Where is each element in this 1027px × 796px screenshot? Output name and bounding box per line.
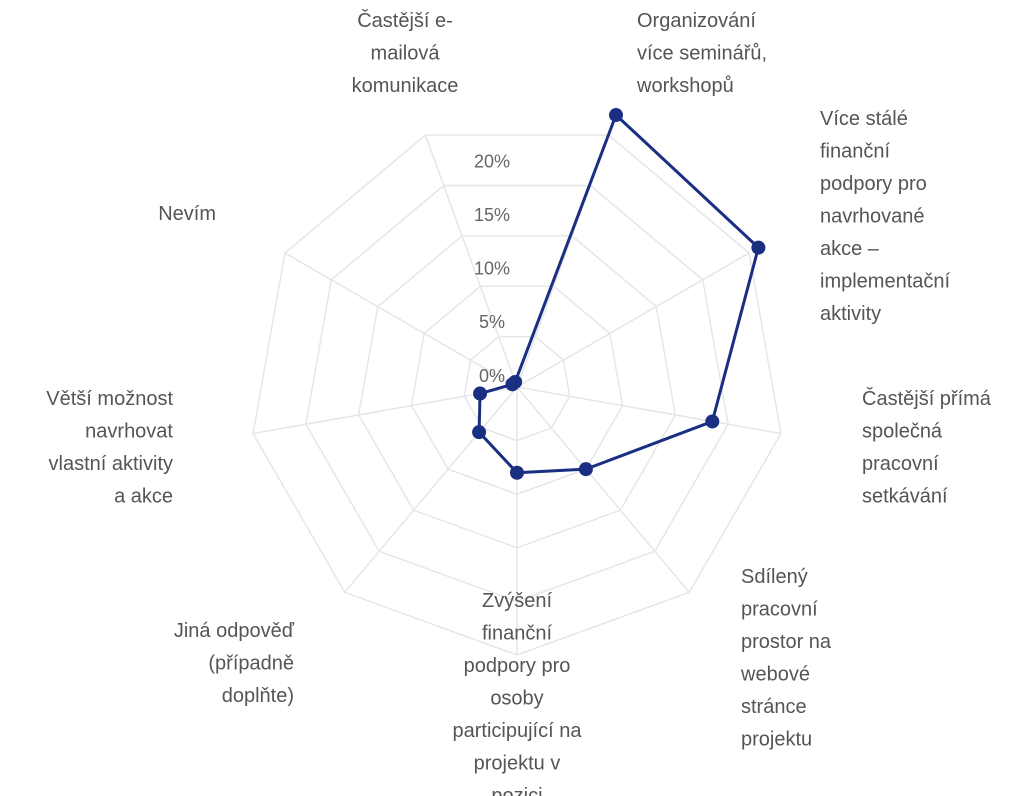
category-label-line: Zvýšení: [482, 590, 552, 612]
category-label-line: Častější e-: [357, 9, 453, 32]
category-label-line: navrhovat: [85, 421, 173, 443]
category-label-line: participující na: [453, 720, 583, 742]
grid-ring: [305, 184, 729, 603]
category-label-line: implementační: [820, 271, 951, 293]
category-label-line: vlastní aktivity: [49, 453, 173, 475]
category-label: Jiná odpověď (případně doplňte): [174, 620, 295, 707]
category-label-line: Častější přímá: [862, 387, 992, 410]
category-label: Více stálé finanční podpory pro navrhované a…: [820, 108, 951, 325]
category-label-line: Více stálé: [820, 108, 908, 130]
spoke: [516, 252, 750, 388]
category-label: Sdílený pracovní prostor na webové stránce pr…: [740, 566, 832, 751]
category-label-line: workshopů: [636, 75, 734, 97]
data-point: [473, 386, 488, 401]
spoke: [284, 252, 518, 388]
category-label-line: pozici: [491, 785, 542, 796]
grid-ring: [357, 235, 677, 549]
category-label-line: a akce: [114, 486, 173, 508]
spoke: [516, 386, 782, 435]
category-label-line: pracovní: [741, 599, 818, 621]
spoke: [424, 134, 518, 388]
category-label-line: Jiná odpověď: [174, 620, 295, 642]
category-label-line: (případně: [208, 653, 294, 675]
spoke: [516, 386, 690, 593]
data-point: [472, 425, 487, 440]
category-label-line: finanční: [820, 141, 890, 163]
category-label: Organizování více seminářů, workshopů: [636, 10, 767, 97]
category-label-line: podpory pro: [820, 173, 927, 195]
category-label-line: podpory pro: [464, 655, 571, 677]
r-tick-label: 10%: [474, 259, 510, 279]
category-label-line: společná: [862, 421, 943, 443]
category-label-line: akce –: [820, 238, 880, 260]
r-tick-label: 5%: [479, 312, 505, 332]
r-tick-label: 20%: [474, 151, 510, 171]
category-label-line: navrhované: [820, 206, 925, 228]
category-label: Častější přímá společná pracovní setkávání: [862, 387, 992, 508]
category-label: Častější e-mailová komunikace: [352, 9, 459, 97]
data-point: [705, 414, 720, 429]
category-label: Nevím: [158, 203, 216, 225]
category-label-line: Větší možnost: [46, 388, 173, 410]
r-tick-label: 15%: [474, 205, 510, 225]
category-label-line: osoby: [490, 688, 543, 710]
category-label-line: stránce: [741, 696, 807, 718]
grid-ring: [410, 285, 624, 495]
category-label-line: setkávání: [862, 486, 948, 508]
category-label-line: mailová: [371, 43, 441, 65]
category-label-line: komunikace: [352, 75, 459, 97]
data-point: [505, 377, 520, 392]
data-point: [751, 240, 766, 255]
data-point: [510, 465, 524, 480]
category-label: Zvýšení finanční podpory pro osoby participu…: [453, 590, 583, 796]
series-line: [477, 113, 760, 475]
category-label-line: Nevím: [158, 203, 216, 225]
data-point: [608, 108, 623, 123]
category-label-line: aktivity: [820, 303, 881, 325]
category-label: Větší možnost navrhovat vlastní aktivity a …: [46, 388, 173, 508]
category-label-line: doplňte): [222, 685, 294, 707]
category-label-line: prostor na: [741, 631, 832, 653]
grid-ring: [463, 335, 571, 442]
spoke: [344, 386, 518, 593]
category-label-line: projektu v: [474, 753, 561, 775]
spoke: [252, 386, 518, 435]
grid-ring: [252, 134, 782, 656]
category-label-line: více seminářů,: [637, 43, 767, 65]
category-label-line: Sdílený: [741, 566, 808, 588]
data-point: [578, 462, 593, 477]
category-label-line: pracovní: [862, 453, 939, 475]
category-label-line: webové: [740, 664, 810, 686]
category-label-line: projektu: [741, 729, 812, 751]
category-label-line: finanční: [482, 623, 552, 645]
r-tick-label: 0%: [479, 366, 505, 386]
category-label-line: Organizování: [637, 10, 756, 32]
